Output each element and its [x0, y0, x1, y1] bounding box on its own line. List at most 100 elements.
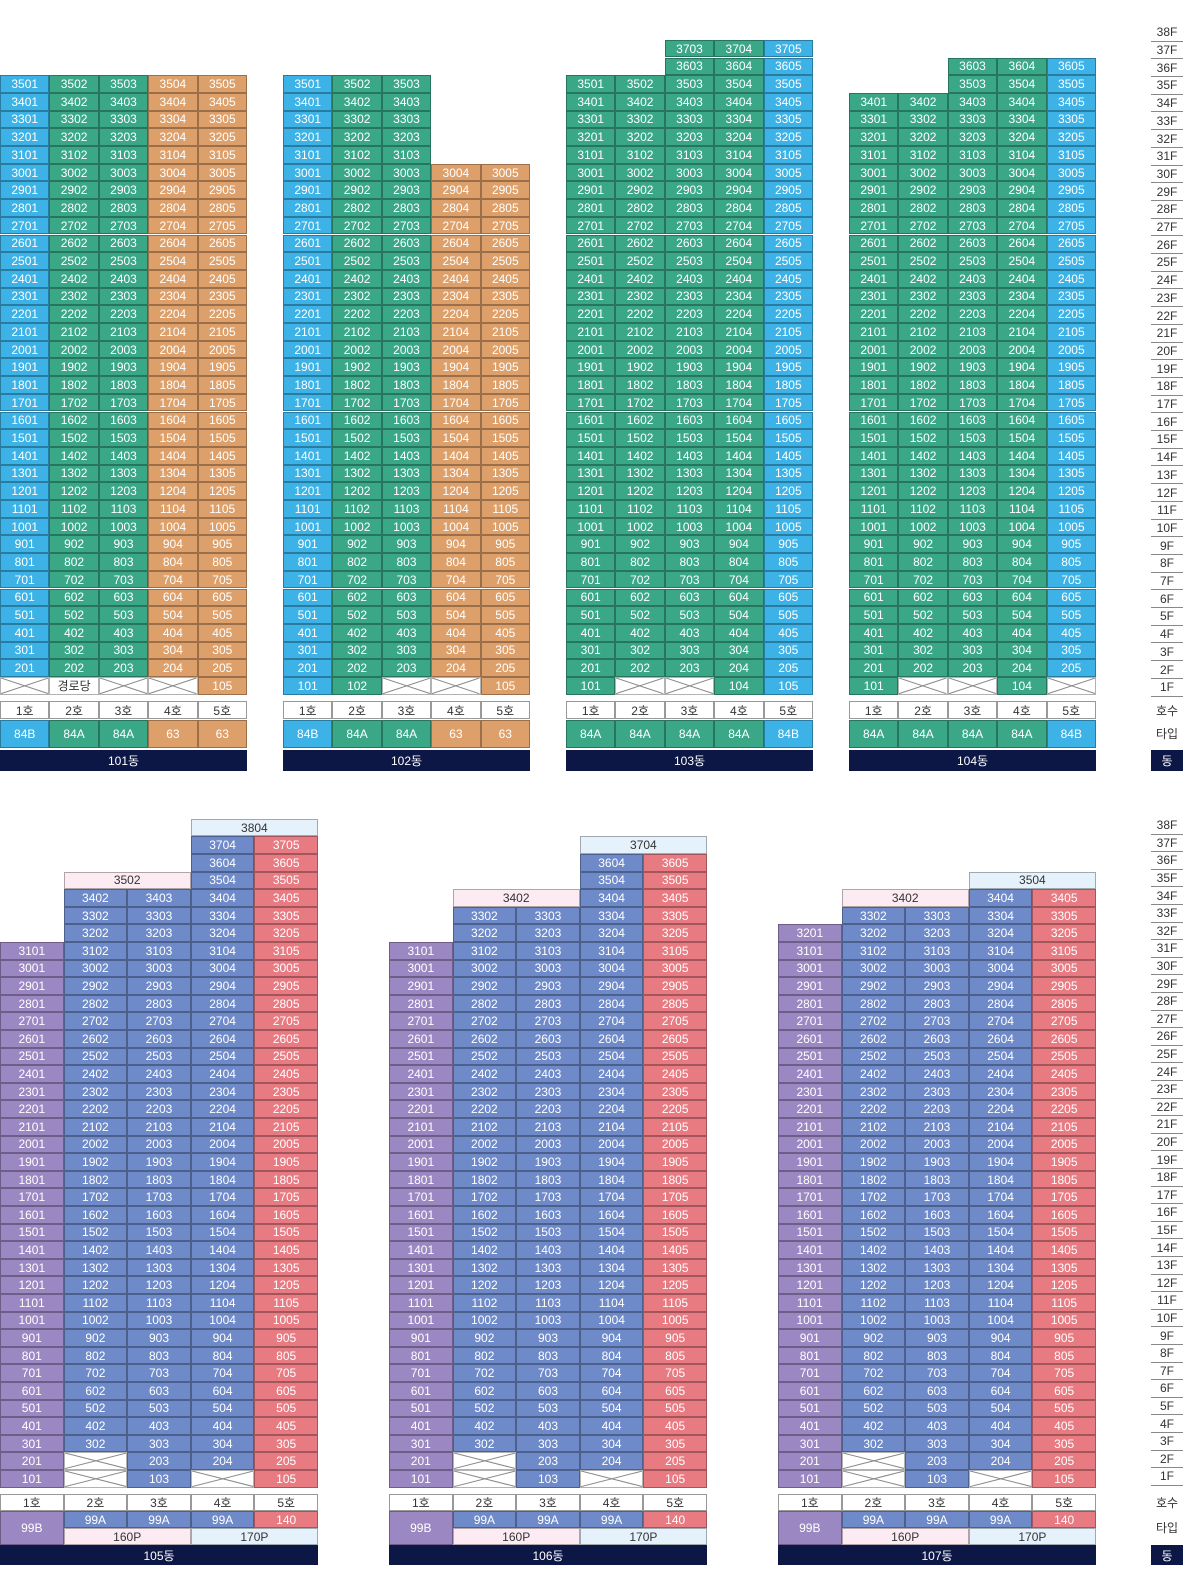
- unit-cell[interactable]: 1505: [763, 429, 813, 447]
- unit-cell[interactable]: 3005: [763, 163, 813, 182]
- unit-cell[interactable]: 502: [615, 606, 665, 624]
- unit-cell[interactable]: 2604: [968, 1030, 1033, 1048]
- unit-cell[interactable]: 705: [1046, 570, 1096, 589]
- unit-cell[interactable]: 601: [778, 1382, 842, 1400]
- unit-cell[interactable]: 1904: [190, 1153, 255, 1171]
- unit-cell[interactable]: 2002: [332, 340, 382, 359]
- unit-cell[interactable]: 2703: [905, 1012, 969, 1030]
- unit-cell[interactable]: 1003: [664, 517, 715, 536]
- unit-cell[interactable]: 3503: [381, 75, 432, 93]
- unit-cell[interactable]: 1004: [431, 517, 481, 536]
- unit-cell[interactable]: 2504: [714, 252, 764, 270]
- unit-cell[interactable]: 2804: [431, 199, 481, 217]
- unit-cell[interactable]: 901: [0, 1329, 64, 1347]
- unit-cell[interactable]: 2801: [566, 199, 616, 217]
- unit-cell[interactable]: 602: [615, 588, 665, 607]
- unit-cell[interactable]: 2904: [579, 977, 644, 995]
- unit-cell[interactable]: 604: [190, 1382, 255, 1400]
- unit-cell[interactable]: 2901: [566, 181, 616, 200]
- unit-cell[interactable]: 3302: [452, 906, 517, 925]
- unit-cell[interactable]: 203: [664, 659, 715, 677]
- unit-cell[interactable]: 3605: [254, 854, 318, 872]
- unit-cell[interactable]: 705: [197, 570, 247, 589]
- unit-cell[interactable]: 1301: [389, 1258, 453, 1277]
- unit-cell[interactable]: 2004: [431, 340, 481, 359]
- unit-cell[interactable]: 2502: [452, 1047, 517, 1066]
- unit-cell[interactable]: 302: [898, 641, 948, 660]
- unit-cell[interactable]: 1804: [190, 1170, 255, 1189]
- unit-cell[interactable]: 2403: [664, 269, 715, 288]
- unit-cell[interactable]: 1304: [997, 464, 1047, 483]
- unit-cell[interactable]: 2802: [452, 994, 517, 1013]
- unit-cell[interactable]: 3305: [197, 110, 247, 129]
- unit-cell[interactable]: 2203: [516, 1100, 580, 1118]
- unit-cell[interactable]: 201: [389, 1452, 453, 1470]
- unit-cell[interactable]: 101: [849, 677, 899, 695]
- unit-cell[interactable]: 501: [566, 606, 616, 624]
- unit-cell[interactable]: 604: [997, 588, 1047, 607]
- unit-cell[interactable]: 2803: [381, 199, 432, 217]
- unit-cell[interactable]: 2504: [148, 252, 198, 270]
- unit-cell[interactable]: 3001: [849, 163, 899, 182]
- unit-cell[interactable]: 2704: [579, 1012, 644, 1030]
- unit-cell[interactable]: 3002: [63, 959, 128, 978]
- unit-cell[interactable]: 3001: [778, 959, 842, 978]
- unit-cell[interactable]: 1804: [997, 376, 1047, 394]
- unit-cell[interactable]: 2303: [98, 287, 149, 306]
- unit-cell[interactable]: 1502: [898, 429, 948, 447]
- unit-cell[interactable]: 2005: [254, 1135, 318, 1154]
- unit-cell[interactable]: 2001: [778, 1135, 842, 1154]
- unit-cell[interactable]: 1303: [947, 464, 998, 483]
- unit-cell[interactable]: 3405: [254, 889, 318, 907]
- unit-cell[interactable]: 902: [841, 1329, 906, 1347]
- unit-cell[interactable]: 2205: [254, 1100, 318, 1118]
- unit-cell[interactable]: 3002: [615, 163, 665, 182]
- unit-cell[interactable]: 2803: [516, 994, 580, 1013]
- unit-cell[interactable]: 3205: [1046, 128, 1096, 146]
- unit-cell[interactable]: 1102: [841, 1294, 906, 1312]
- unit-cell[interactable]: 2001: [0, 340, 50, 359]
- unit-cell[interactable]: 1605: [480, 411, 530, 430]
- unit-cell[interactable]: 2205: [643, 1100, 707, 1118]
- unit-cell[interactable]: 3603: [947, 57, 998, 76]
- unit-cell[interactable]: 2005: [643, 1135, 707, 1154]
- unit-cell[interactable]: 2902: [452, 977, 517, 995]
- unit-cell[interactable]: 2905: [643, 977, 707, 995]
- unit-cell[interactable]: 2603: [516, 1030, 580, 1048]
- unit-cell[interactable]: 1305: [197, 464, 247, 483]
- unit-cell[interactable]: 2001: [566, 340, 616, 359]
- unit-cell[interactable]: 2304: [714, 287, 764, 306]
- unit-cell[interactable]: 1805: [1046, 376, 1096, 394]
- unit-cell[interactable]: 203: [516, 1452, 580, 1470]
- unit-cell[interactable]: 2504: [190, 1047, 255, 1066]
- unit-cell[interactable]: 3203: [947, 128, 998, 146]
- unit-cell[interactable]: 703: [664, 570, 715, 589]
- penthouse-unit[interactable]: 3804: [190, 818, 318, 837]
- unit-cell[interactable]: 1302: [841, 1258, 906, 1277]
- unit-cell[interactable]: 1803: [947, 376, 998, 394]
- unit-cell[interactable]: 101: [389, 1470, 453, 1488]
- unit-cell[interactable]: 805: [1032, 1346, 1096, 1365]
- unit-cell[interactable]: 1302: [49, 464, 99, 483]
- unit-cell[interactable]: 2105: [1032, 1118, 1096, 1136]
- unit-cell[interactable]: 3105: [1046, 146, 1096, 164]
- unit-cell[interactable]: 205: [480, 659, 530, 677]
- unit-cell[interactable]: 305: [1046, 641, 1096, 660]
- unit-cell[interactable]: 1703: [905, 1188, 969, 1206]
- unit-cell[interactable]: 1802: [898, 376, 948, 394]
- unit-cell[interactable]: 1901: [0, 1153, 64, 1171]
- unit-cell[interactable]: 2202: [898, 305, 948, 323]
- unit-cell[interactable]: 301: [778, 1434, 842, 1453]
- unit-cell[interactable]: 803: [947, 553, 998, 571]
- unit-cell[interactable]: 201: [566, 659, 616, 677]
- unit-cell[interactable]: 1801: [566, 376, 616, 394]
- unit-cell[interactable]: 2601: [283, 234, 333, 253]
- unit-cell[interactable]: 303: [98, 641, 149, 660]
- unit-cell[interactable]: 901: [389, 1329, 453, 1347]
- unit-cell[interactable]: 402: [841, 1417, 906, 1435]
- unit-cell[interactable]: 1101: [283, 500, 333, 518]
- unit-cell[interactable]: 1402: [615, 446, 665, 465]
- unit-cell[interactable]: 401: [849, 623, 899, 642]
- unit-cell[interactable]: 303: [381, 641, 432, 660]
- unit-cell[interactable]: 3303: [381, 110, 432, 129]
